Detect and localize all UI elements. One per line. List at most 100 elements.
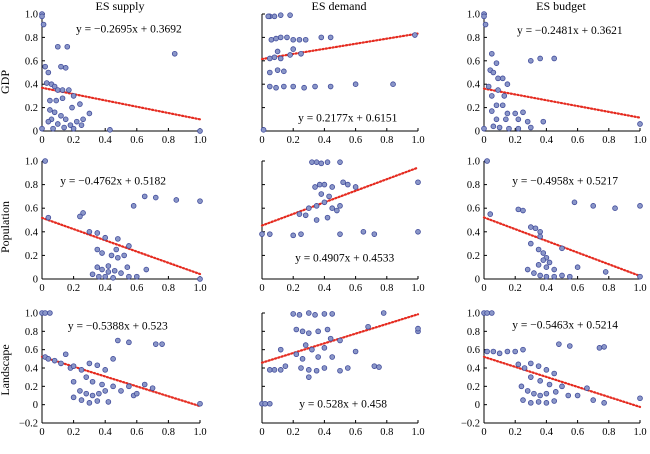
y-tick-label: 1.0	[467, 309, 480, 320]
data-point	[313, 203, 320, 209]
data-point	[504, 348, 511, 355]
data-point	[54, 121, 61, 127]
data-point	[290, 232, 297, 239]
data-point	[197, 128, 203, 134]
data-point	[126, 383, 132, 390]
data-point	[298, 365, 304, 371]
y-tick-label: 1.0	[25, 157, 38, 168]
y-tick-label: 1.0	[467, 157, 480, 168]
y-tick-label: 0.4	[467, 227, 481, 238]
data-point	[265, 13, 272, 20]
data-point	[546, 259, 553, 266]
y-tick-label: 0.6	[25, 204, 38, 215]
data-point	[531, 270, 537, 276]
data-point	[284, 34, 290, 41]
x-tick-label: 0.8	[380, 427, 393, 438]
data-point	[490, 123, 497, 130]
data-point	[574, 264, 581, 271]
x-tick-label: 0.6	[130, 427, 143, 438]
data-point	[45, 214, 52, 221]
data-point	[481, 125, 487, 132]
data-point	[102, 273, 108, 280]
x-tick-label: 0.8	[380, 283, 393, 294]
data-point	[540, 257, 547, 263]
data-point	[141, 193, 148, 200]
data-point	[47, 107, 53, 113]
x-tick-label: 0.4	[99, 135, 113, 146]
data-point	[344, 181, 351, 188]
data-point	[274, 67, 281, 73]
x-tick-label: 0.2	[287, 135, 300, 146]
data-point	[590, 397, 596, 403]
trend-line	[40, 355, 202, 408]
data-point	[601, 344, 607, 350]
data-point	[352, 348, 359, 355]
panel-gdp-es-demand: 0 0.2 0.4 0.6 0.8 1.0 y = 0.2177x + 0.6151	[259, 12, 425, 146]
data-point	[42, 310, 48, 316]
data-point	[537, 229, 543, 235]
data-point	[299, 356, 306, 362]
x-tick-label: 0.4	[99, 283, 113, 294]
data-point	[493, 102, 500, 109]
data-point	[305, 310, 312, 316]
y-tick-label: 0.8	[25, 33, 38, 44]
data-point	[121, 252, 127, 259]
data-point	[302, 342, 309, 348]
data-point	[96, 390, 102, 397]
x-tick-label: 1.0	[633, 427, 646, 438]
data-point	[108, 252, 115, 259]
regression-equation: y = −0.2695x + 0.3692	[76, 24, 182, 36]
data-point	[89, 271, 96, 278]
data-point	[532, 225, 539, 232]
data-point	[527, 374, 534, 380]
data-point	[78, 397, 85, 403]
data-point	[130, 203, 137, 209]
data-point	[559, 272, 565, 279]
data-point	[102, 367, 108, 373]
data-point	[415, 179, 421, 186]
data-point	[520, 346, 526, 353]
data-point	[524, 388, 531, 394]
data-point	[115, 254, 121, 261]
data-point	[58, 112, 64, 119]
column-headers: ES supply ES demand ES budget	[95, 0, 586, 13]
data-point	[352, 81, 359, 87]
data-point	[327, 335, 334, 342]
data-point	[126, 339, 132, 346]
data-point	[197, 276, 203, 282]
data-point	[337, 367, 343, 374]
data-point	[115, 337, 121, 344]
data-point	[126, 243, 132, 249]
data-point	[520, 207, 526, 214]
x-tick-label: 1.0	[411, 427, 424, 438]
data-point	[371, 363, 378, 369]
data-point	[126, 273, 132, 280]
data-point	[543, 367, 550, 373]
panel-landscape-es-budget: 0 0.2 0.4 0.6 0.8 1.0−0.200.20.40.60.81.0y = …	[461, 309, 647, 439]
data-point	[329, 354, 336, 360]
x-tick-label: 0.2	[509, 283, 522, 294]
data-point	[102, 388, 108, 394]
data-point	[543, 264, 550, 271]
data-point	[501, 93, 508, 99]
y-tick-label: 0	[475, 400, 480, 411]
data-point	[86, 400, 93, 406]
data-point	[298, 231, 304, 237]
row-label-gdp: GDP	[0, 70, 12, 94]
row-label-landscape: Landscape	[0, 344, 12, 395]
data-point	[376, 364, 382, 370]
x-tick-label: 0.6	[349, 427, 362, 438]
x-tick-label: 1.0	[193, 427, 206, 438]
y-tick-label: 1.0	[467, 10, 480, 21]
data-point	[99, 266, 105, 273]
x-tick-label: 0.8	[602, 427, 615, 438]
data-point	[70, 125, 77, 132]
data-point	[94, 230, 101, 236]
data-point	[324, 214, 331, 221]
y-tick-label: 0.8	[25, 327, 38, 338]
x-tick-label: 1.0	[633, 135, 646, 146]
data-point	[535, 363, 542, 369]
data-point	[277, 34, 284, 41]
data-point	[360, 229, 367, 235]
data-point	[535, 246, 542, 253]
